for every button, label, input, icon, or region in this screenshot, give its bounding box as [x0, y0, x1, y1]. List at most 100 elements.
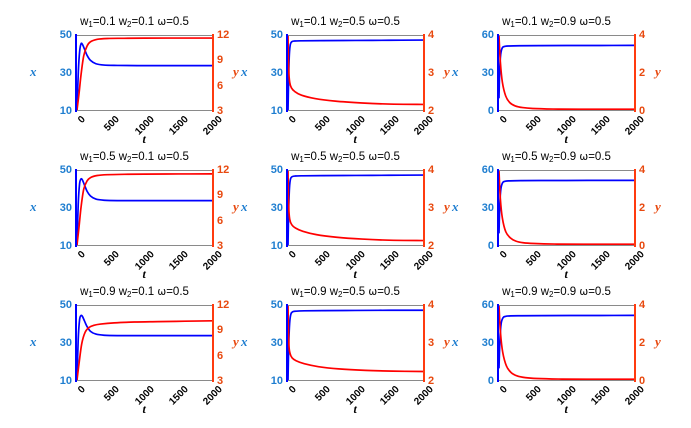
y-axis-label-left: x: [452, 199, 459, 214]
panel-title: w1=0.5 w2=0.5 ω=0.5: [291, 151, 400, 164]
y-tick-left: 30: [270, 202, 283, 214]
left-axis-spine: [497, 304, 499, 382]
series-line-y: [77, 38, 212, 110]
y-tick-right: 6: [217, 214, 224, 227]
left-axis-spine: [497, 34, 499, 112]
right-axis-spine: [634, 169, 636, 247]
x-tick-label: 0: [498, 249, 510, 261]
series-line-y: [288, 171, 423, 241]
right-axis-spine: [634, 304, 636, 382]
y-tick-left: 10: [59, 105, 72, 117]
y-tick-left: 60: [481, 299, 494, 311]
series-line-y: [288, 36, 423, 104]
y-axis-label-left: x: [30, 64, 37, 79]
plot-area: [498, 35, 635, 111]
x-tick-label: 1500: [589, 249, 613, 273]
x-axis-label: t: [142, 402, 146, 416]
x-tick-label: 2000: [412, 249, 436, 273]
y-tick-right: 3: [428, 202, 435, 214]
left-axis-spine: [286, 34, 288, 112]
left-axis-spine: [75, 304, 77, 382]
y-tick-left: 30: [59, 337, 72, 349]
panel-title: w1=0.1 w2=0.1 ω=0.5: [80, 16, 189, 29]
x-tick-label: 500: [102, 114, 123, 134]
y-tick-left: 50: [59, 299, 72, 311]
x-tick-label: 1500: [378, 384, 402, 408]
chart-panel-1: w1=0.1 w2=0.1 ω=0.5 10 30 50 3 6 9 12 x y 0 500 1000…: [28, 14, 241, 153]
x-tick-label: 1500: [167, 114, 191, 138]
x-tick-label: 500: [102, 384, 123, 404]
y-tick-right: 2: [428, 240, 435, 252]
x-tick-label: 500: [313, 384, 334, 404]
y-axis-label-left: x: [241, 334, 248, 349]
right-axis-spine: [212, 304, 214, 382]
x-tick-label: 0: [498, 114, 510, 126]
series-line-y: [499, 306, 634, 379]
y-tick-left: 30: [59, 67, 72, 79]
y-tick-right: 12: [217, 164, 230, 176]
plot-area: [287, 305, 424, 381]
x-tick-label: 500: [524, 249, 545, 269]
x-tick-label: 0: [287, 114, 299, 126]
series-line-x: [288, 175, 423, 245]
y-axis-label-right: y: [233, 199, 239, 214]
y-tick-right: 3: [428, 67, 435, 79]
y-tick-right: 4: [428, 164, 435, 176]
series-line-y: [499, 171, 634, 244]
y-tick-right: 2: [428, 105, 435, 117]
panel-title: w1=0.1 w2=0.5 ω=0.5: [291, 16, 400, 29]
y-tick-right: 2: [639, 337, 646, 349]
y-tick-left: 30: [481, 67, 494, 79]
series-line-x: [77, 179, 212, 245]
y-tick-right: 4: [428, 29, 435, 41]
x-tick-label: 1500: [378, 114, 402, 138]
y-tick-left: 10: [59, 375, 72, 387]
left-axis-spine: [75, 34, 77, 112]
y-tick-right: 9: [217, 189, 224, 202]
y-tick-right: 3: [428, 337, 435, 349]
x-tick-label: 500: [102, 249, 123, 269]
series-line-x: [77, 43, 212, 110]
y-axis-label-right: y: [655, 334, 661, 349]
x-axis-label: t: [142, 267, 146, 281]
y-axis-label-right: y: [444, 334, 450, 349]
series-line-x: [499, 45, 634, 97]
plot-area: [76, 305, 213, 381]
x-tick-label: 2000: [623, 114, 647, 138]
series-line-y: [77, 321, 212, 380]
x-tick-label: 1500: [378, 249, 402, 273]
plot-area: [76, 170, 213, 246]
y-axis-label-left: x: [241, 64, 248, 79]
y-tick-right: 4: [639, 299, 646, 311]
right-axis-spine: [423, 304, 425, 382]
chart-panel-2: w1=0.1 w2=0.5 ω=0.5 10 30 50 2 3 4 x y 0 500 1000 15…: [239, 14, 452, 153]
x-tick-label: 500: [524, 114, 545, 134]
y-tick-right: 4: [639, 29, 646, 41]
y-tick-right: 2: [639, 67, 646, 79]
x-axis-label: t: [353, 267, 357, 281]
series-line-y: [499, 36, 634, 109]
x-tick-label: 2000: [201, 249, 225, 273]
series-line-y: [288, 306, 423, 371]
y-tick-right: 0: [639, 105, 646, 117]
left-axis-spine: [286, 304, 288, 382]
y-axis-label-right: y: [233, 334, 239, 349]
y-tick-left: 30: [481, 202, 494, 214]
x-tick-label: 1500: [589, 114, 613, 138]
y-tick-right: 3: [217, 240, 224, 252]
right-axis-spine: [423, 169, 425, 247]
y-tick-left: 30: [270, 337, 283, 349]
x-tick-label: 0: [498, 384, 510, 396]
x-axis-label: t: [564, 402, 568, 416]
y-tick-right: 12: [217, 299, 230, 311]
y-axis-label-left: x: [452, 334, 459, 349]
y-tick-left: 30: [59, 202, 72, 214]
series-line-y: [77, 174, 212, 245]
y-tick-left: 30: [270, 67, 283, 79]
y-axis-label-right: y: [655, 199, 661, 214]
y-tick-left: 50: [270, 164, 283, 176]
chart-panel-3: w1=0.1 w2=0.9 ω=0.5 0 30 60 0 2 4 x y 0 500 1000 150…: [450, 14, 663, 153]
right-axis-spine: [423, 34, 425, 112]
right-axis-spine: [634, 34, 636, 112]
